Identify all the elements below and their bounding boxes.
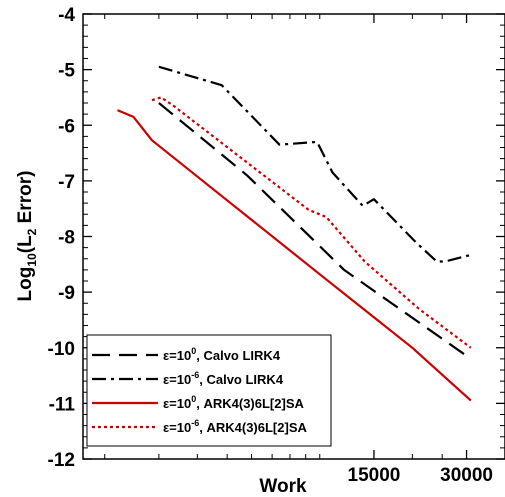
series-layer [117,65,472,402]
legend-label-4: ε=10-6, ARK4(3)6L[2]SA [163,418,307,435]
series-line-4 [151,96,472,349]
x-tick-label: 30000 [440,465,493,486]
x-axis-label: Work [259,476,307,497]
y-tick-label: -4 [58,5,75,26]
legend-label-2: ε=10-6, Calvo LIRK4 [163,370,284,387]
series-line-2 [158,65,472,263]
y-axis-label-rest: Error) [15,171,36,229]
legend-box [86,334,332,447]
legend: ε=100, Calvo LIRK4 ε=10-6, Calvo LIRK4 ε=1… [86,334,332,447]
series-line-1 [158,102,472,360]
y-axis-label-sub10: 10 [25,253,39,267]
y-axis-label: Log10(L2 Error) [15,171,39,302]
y-tick-label: -11 [49,394,76,415]
y-tick-label: -9 [58,283,75,304]
y-axis-label-sub2: 2 [25,228,39,235]
y-tick-label: -7 [58,172,75,193]
y-axis-ticks: -12 -11 -10 -9 -8 -7 -6 -5 -4 [48,5,505,471]
series-line-3 [117,109,472,402]
y-tick-label: -10 [48,339,75,360]
y-axis-label-open: (L [15,235,36,253]
y-tick-label: -6 [58,116,75,137]
x-axis-ticks: 15000 30000 [104,14,505,486]
y-axis-label-part: Log [15,267,36,302]
legend-label-3: ε=100, ARK4(3)6L[2]SA [163,394,304,411]
y-tick-label: -5 [58,61,75,82]
legend-label-1: ε=100, Calvo LIRK4 [163,346,281,363]
y-tick-label: -12 [48,450,75,471]
y-tick-label: -8 [58,228,75,249]
x-tick-label: 15000 [348,465,401,486]
